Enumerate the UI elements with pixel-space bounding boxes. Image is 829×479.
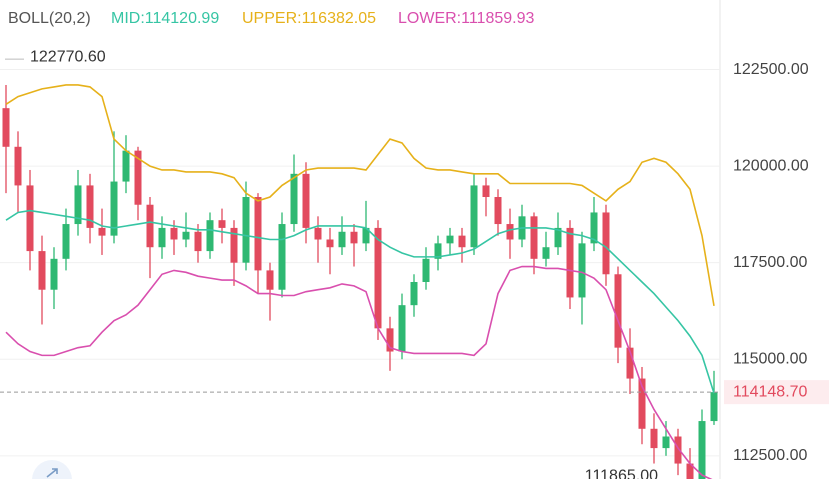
candle-body [590, 212, 598, 244]
candle-body [242, 197, 250, 263]
icon-arrow [46, 468, 58, 478]
candle-body [314, 227, 322, 240]
candle-body [134, 150, 142, 205]
candle-body [626, 347, 634, 379]
candle-body [350, 231, 358, 244]
band-line [5, 84, 715, 306]
y-tick-label: 112500.00 [733, 447, 808, 464]
max-label: 122770.60 [30, 48, 106, 65]
min-label: 111865.00 [585, 468, 658, 479]
candle-body [446, 235, 454, 244]
candle-body [38, 251, 46, 290]
header: BOLL(20,2) MID:114120.99 UPPER:116382.05… [8, 10, 534, 27]
y-tick-label: 120000.00 [733, 157, 809, 174]
candle-body [338, 231, 346, 248]
candle-body [158, 227, 166, 248]
candle-body [326, 239, 334, 248]
candle-body [146, 204, 154, 248]
candle-body [194, 231, 202, 252]
candle-body [170, 227, 178, 240]
candle-body [674, 436, 682, 464]
candle-body [614, 274, 622, 348]
candle-body [14, 146, 22, 186]
candle-body [218, 220, 226, 228]
candle-body [482, 185, 490, 198]
indicator: BOLL(20,2) [8, 10, 91, 27]
candle-body [230, 227, 238, 263]
candle-body [602, 212, 610, 275]
lower-label: LOWER:111859.93 [398, 10, 534, 27]
candle-body [710, 392, 718, 422]
band-line [5, 265, 713, 479]
y-tick-label: 115000.00 [733, 350, 808, 367]
candle-body [110, 181, 118, 236]
candle-body [302, 173, 310, 228]
candle-body [254, 197, 262, 271]
candle-body [638, 378, 646, 429]
candle-body [290, 173, 298, 225]
candle-body [686, 463, 694, 479]
candle-body [410, 281, 418, 306]
candle-body [422, 258, 430, 282]
candle-body [98, 227, 106, 236]
band-line [5, 209, 715, 394]
candle-body [374, 227, 382, 329]
candle-body [74, 185, 82, 225]
upper-label: UPPER:116382.05 [242, 10, 376, 27]
candle-body [554, 227, 562, 248]
candle-body [182, 231, 190, 240]
nav-icon[interactable] [32, 460, 72, 479]
candle-body [662, 436, 670, 449]
candle-body [206, 220, 214, 252]
candle-body [650, 428, 658, 449]
candle-body [566, 227, 574, 298]
candle-body [578, 243, 586, 298]
last-price-label: 114148.70 [733, 383, 808, 400]
y-tick-label: 122500.00 [733, 61, 809, 78]
mid-label: MID:114120.99 [111, 10, 219, 27]
candle-body [62, 224, 70, 259]
last-price-bg [724, 380, 829, 405]
plot [0, 69, 720, 479]
candle-body [362, 227, 370, 244]
candle-body [458, 235, 466, 248]
candle-body [434, 243, 442, 259]
candle-body [26, 185, 34, 252]
candle-body [86, 185, 94, 228]
candle-body [506, 224, 514, 240]
candle-body [50, 258, 58, 290]
candle-body [470, 185, 478, 248]
candle-body [386, 328, 394, 352]
candle-body [278, 224, 286, 290]
candle-body [698, 421, 706, 479]
candle-body [398, 305, 406, 352]
candle-body [266, 270, 274, 290]
y-tick-label: 117500.00 [733, 254, 808, 271]
candle-body [122, 150, 130, 182]
candle-body [542, 247, 550, 259]
candle-body [530, 216, 538, 259]
candle-body [494, 197, 502, 225]
candle-body [2, 108, 10, 147]
